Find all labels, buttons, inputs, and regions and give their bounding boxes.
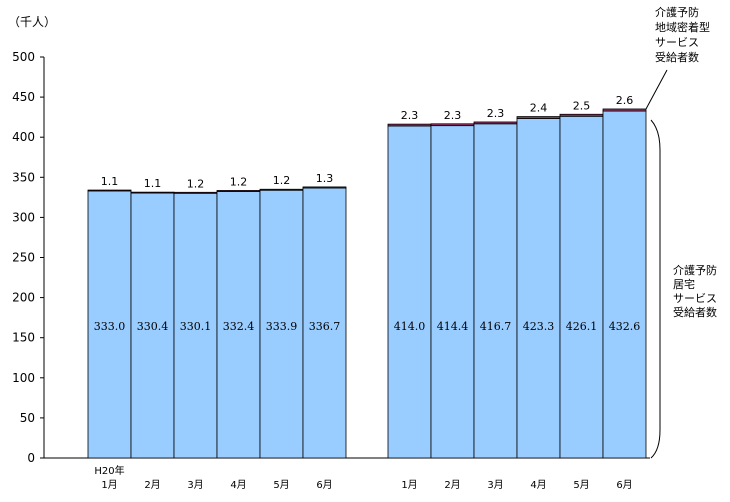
bar-residential [302,187,347,459]
legend-label-line: サービス [655,36,699,49]
data-label-residential: 423.3 [523,320,555,333]
y-tick-label: 0 [27,451,35,465]
data-label-residential: 414.4 [437,320,469,333]
y-tick-label: 150 [12,331,35,345]
legend-label-line: 受給者数 [655,50,699,64]
data-label-residential: 416.7 [480,320,512,333]
y-tick-label: 200 [12,291,35,305]
data-label-residential: 426.1 [566,320,598,333]
y-axis: 0 50 100 150 200 250 300 350 400 450 500 [12,50,650,465]
data-label-community: 2.4 [530,102,548,115]
y-tick-label: 250 [12,251,35,265]
x-tick-label: 1月 [101,479,117,491]
bar-residential [602,110,647,459]
data-label-residential: 330.4 [137,320,169,333]
data-label-community: 2.3 [444,109,462,122]
legend-label-line: 居宅 [673,277,695,291]
y-axis-unit-label: （千人） [8,15,56,29]
y-tick-label: 400 [12,130,35,144]
bar-community [173,191,218,194]
data-label-residential: 333.9 [266,320,298,333]
bar-area: 333.0 1.1 330.4 1.1 330.1 1.2 332.4 1.2 333.9 1.2… [87,94,647,459]
x-tick-label: 5月 [273,479,289,491]
y-tick-label: 450 [12,90,35,104]
x-year-label: H20年 [94,464,124,477]
data-label-community: 2.3 [401,109,419,122]
x-tick-label: 1月 [401,479,417,491]
legend-label-line: 介護予防 [673,263,717,277]
data-label-community: 2.6 [616,94,634,107]
x-tick-label: 6月 [616,479,632,491]
data-label-community: 2.5 [573,99,591,112]
data-label-community: 2.3 [487,107,505,120]
data-label-residential: 432.6 [609,320,641,333]
bar-residential [473,123,518,459]
bar-community [130,191,175,194]
x-tick-label: 3月 [187,479,203,491]
bar-residential [430,125,475,459]
x-tick-label: 4月 [230,479,246,491]
y-tick-label: 50 [20,411,35,425]
bar-community [216,190,261,192]
x-tick-label: 6月 [316,479,332,491]
bar-community [387,123,432,127]
bar-residential [559,115,604,459]
x-tick-label: 2月 [144,479,160,491]
legend-bracket [650,119,661,459]
bar-residential [516,118,561,459]
legend-label-line: 地域密着型 [655,20,710,34]
x-tick-label: 5月 [573,479,589,491]
bar-community [302,186,347,189]
y-tick-label: 350 [12,170,35,184]
x-tick-label: 3月 [487,479,503,491]
y-tick-label: 300 [12,210,35,224]
data-label-community: 1.1 [101,175,119,188]
bar-residential [387,125,432,459]
data-label-community: 1.3 [316,172,334,185]
data-label-community: 1.1 [144,177,162,190]
data-label-community: 1.2 [230,175,248,188]
legend-label-line: 介護予防 [655,5,699,19]
bar-community [430,123,475,127]
bar-community [602,108,647,112]
bar-community [473,121,518,125]
data-label-residential: 330.1 [180,320,212,333]
legend-leader-line [645,69,668,110]
legend-label-line: 受給者数 [673,305,717,319]
bar-residential [259,189,304,459]
data-label-residential: 333.0 [94,320,126,333]
legend-label-line: サービス [673,292,717,305]
bar-community [87,189,132,192]
data-label-residential: 414.0 [394,320,426,333]
bar-community [259,188,304,191]
y-tick-label: 500 [12,50,35,64]
data-label-residential: 332.4 [223,320,255,333]
bar-residential [173,192,218,459]
bar-community [559,113,604,117]
x-tick-label: 4月 [530,479,546,491]
x-tick-label: 2月 [444,479,460,491]
x-axis-labels: 1月 2月 3月 4月 5月 6月 H20年 1月 2月 3月 4月 5月 6月 [94,464,632,491]
data-label-community: 1.2 [273,174,291,187]
bar-community [516,116,561,119]
y-tick-label: 100 [12,371,35,385]
data-label-residential: 336.7 [309,320,341,333]
data-label-community: 1.2 [187,177,205,190]
